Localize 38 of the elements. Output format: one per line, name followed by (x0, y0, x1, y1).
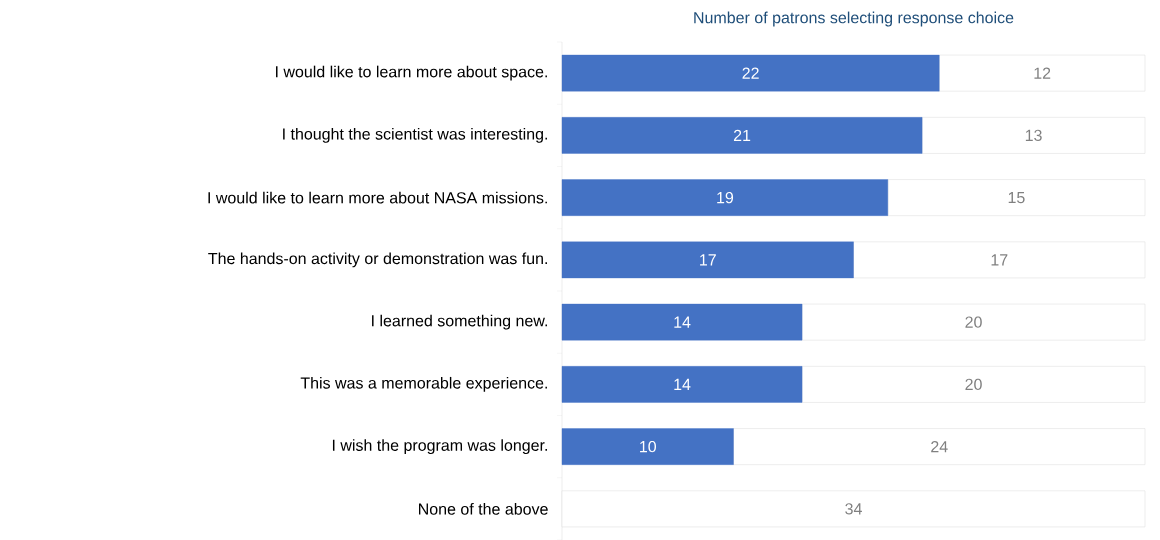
data-label: 21 (733, 129, 751, 141)
data-label: 12 (1034, 67, 1051, 79)
data-label: 24 (931, 441, 948, 453)
bar (561, 366, 803, 403)
data-label: 17 (700, 254, 716, 266)
data-label: 20 (965, 316, 982, 328)
data-label: 15 (1008, 192, 1025, 204)
y-tick-label: I learned something new. (372, 314, 547, 330)
data-label: 22 (742, 67, 759, 79)
bar (561, 428, 734, 465)
data-label: 17 (991, 254, 1008, 266)
bar (561, 54, 940, 92)
bar (561, 303, 803, 341)
bar (853, 241, 1146, 279)
bar (801, 303, 1146, 341)
y-tick-label: I would like to learn more about space. (276, 65, 547, 81)
y-tick-label: I thought the scientist was interesting. (283, 127, 547, 143)
bar (921, 117, 1146, 154)
data-label: 14 (674, 378, 691, 390)
y-tick-label: The hands-on activity or demonstration was fun. (208, 252, 547, 268)
data-label: 14 (674, 316, 691, 328)
data-label: 19 (717, 191, 734, 204)
bar (561, 241, 854, 279)
bar (733, 428, 1146, 465)
y-tick-label: None of the above (419, 503, 548, 515)
data-label: 20 (965, 378, 982, 391)
data-label: 13 (1025, 129, 1042, 142)
y-tick-label: I wish the program was longer. (332, 439, 547, 455)
y-tick-label: This was a memorable experience. (300, 376, 547, 392)
bar (561, 117, 923, 154)
data-label: 34 (845, 503, 862, 515)
chart-title: Number of patrons selecting response choice (694, 11, 1014, 27)
bar (801, 366, 1146, 403)
bar (887, 179, 1146, 216)
bar (939, 54, 1146, 92)
y-tick-label: I would like to learn more about NASA missions. (208, 191, 547, 204)
bar (561, 179, 888, 216)
data-label: 10 (640, 440, 657, 453)
